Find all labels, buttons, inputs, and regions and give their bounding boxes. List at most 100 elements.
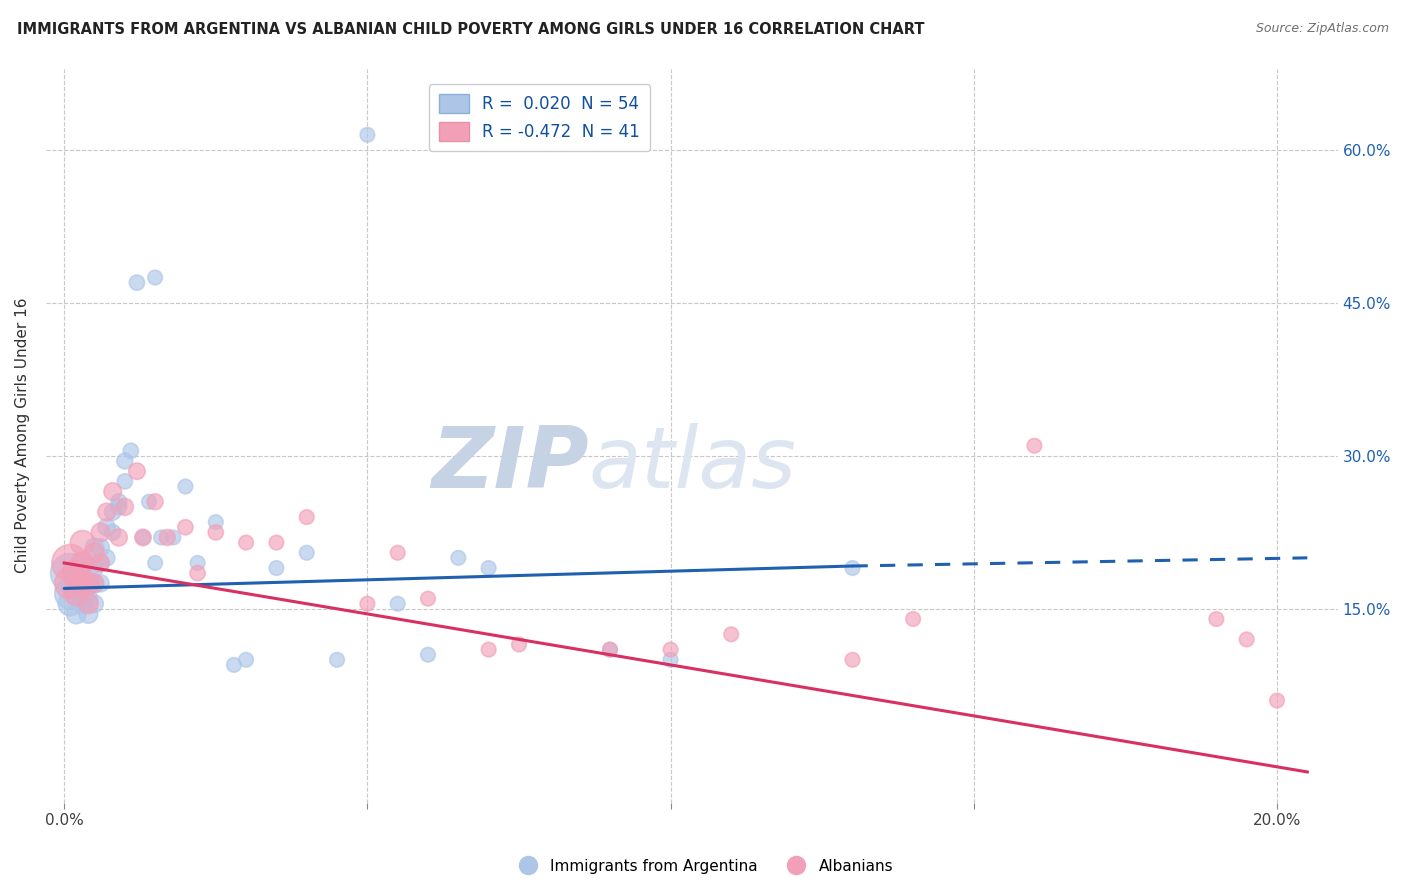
Point [478,642,501,657]
Point [77,597,100,611]
Point [356,128,378,142]
Point [447,550,470,565]
Point [77,591,100,606]
Point [83,561,105,575]
Point [72,576,94,591]
Point [132,531,155,545]
Point [107,531,129,545]
Point [107,495,129,509]
Point [77,561,100,575]
Text: atlas: atlas [589,424,796,507]
Point [90,556,112,570]
Point [174,520,197,534]
Point [83,576,105,591]
Point [326,653,349,667]
Point [659,653,682,667]
Point [114,475,136,489]
Point [83,541,105,555]
Text: Source: ZipAtlas.com: Source: ZipAtlas.com [1256,22,1389,36]
Y-axis label: Child Poverty Among Girls Under 16: Child Poverty Among Girls Under 16 [15,298,30,574]
Point [101,505,124,519]
Point [266,535,288,549]
Point [187,556,209,570]
Point [125,464,148,478]
Point [96,505,118,519]
Point [65,566,87,581]
Point [1024,439,1046,453]
Legend: Immigrants from Argentina, Albanians: Immigrants from Argentina, Albanians [506,853,900,880]
Point [107,500,129,514]
Point [65,607,87,621]
Point [387,546,409,560]
Point [120,443,142,458]
Point [65,576,87,591]
Point [59,597,82,611]
Point [72,576,94,591]
Point [59,586,82,600]
Text: ZIP: ZIP [430,424,589,507]
Point [295,546,318,560]
Point [77,576,100,591]
Point [96,520,118,534]
Point [59,576,82,591]
Point [83,597,105,611]
Point [114,454,136,468]
Text: IMMIGRANTS FROM ARGENTINA VS ALBANIAN CHILD POVERTY AMONG GIRLS UNDER 16 CORRELA: IMMIGRANTS FROM ARGENTINA VS ALBANIAN CH… [17,22,924,37]
Point [1265,693,1288,707]
Point [295,510,318,524]
Point [143,270,166,285]
Point [387,597,409,611]
Point [90,576,112,591]
Point [72,535,94,549]
Point [156,531,179,545]
Point [1205,612,1227,626]
Point [204,525,226,540]
Point [478,561,501,575]
Point [150,531,173,545]
Point [72,556,94,570]
Point [59,556,82,570]
Point [235,653,257,667]
Point [266,561,288,575]
Point [174,479,197,493]
Point [83,576,105,591]
Point [114,500,136,514]
Legend: R =  0.020  N = 54, R = -0.472  N = 41: R = 0.020 N = 54, R = -0.472 N = 41 [429,84,650,151]
Point [65,586,87,600]
Point [138,495,160,509]
Point [96,550,118,565]
Point [416,648,439,662]
Point [599,642,621,657]
Point [90,556,112,570]
Point [72,586,94,600]
Point [416,591,439,606]
Point [90,541,112,555]
Point [77,607,100,621]
Point [83,546,105,560]
Point [720,627,742,641]
Point [356,597,378,611]
Point [659,642,682,657]
Point [235,535,257,549]
Point [65,586,87,600]
Point [841,653,863,667]
Point [72,556,94,570]
Point [125,276,148,290]
Point [204,515,226,529]
Point [101,484,124,499]
Point [90,525,112,540]
Point [222,657,245,672]
Point [187,566,209,581]
Point [162,531,184,545]
Point [59,566,82,581]
Point [143,495,166,509]
Point [508,638,530,652]
Point [72,597,94,611]
Point [65,566,87,581]
Point [599,642,621,657]
Point [901,612,924,626]
Point [1236,632,1258,647]
Point [77,576,100,591]
Point [132,531,155,545]
Point [143,556,166,570]
